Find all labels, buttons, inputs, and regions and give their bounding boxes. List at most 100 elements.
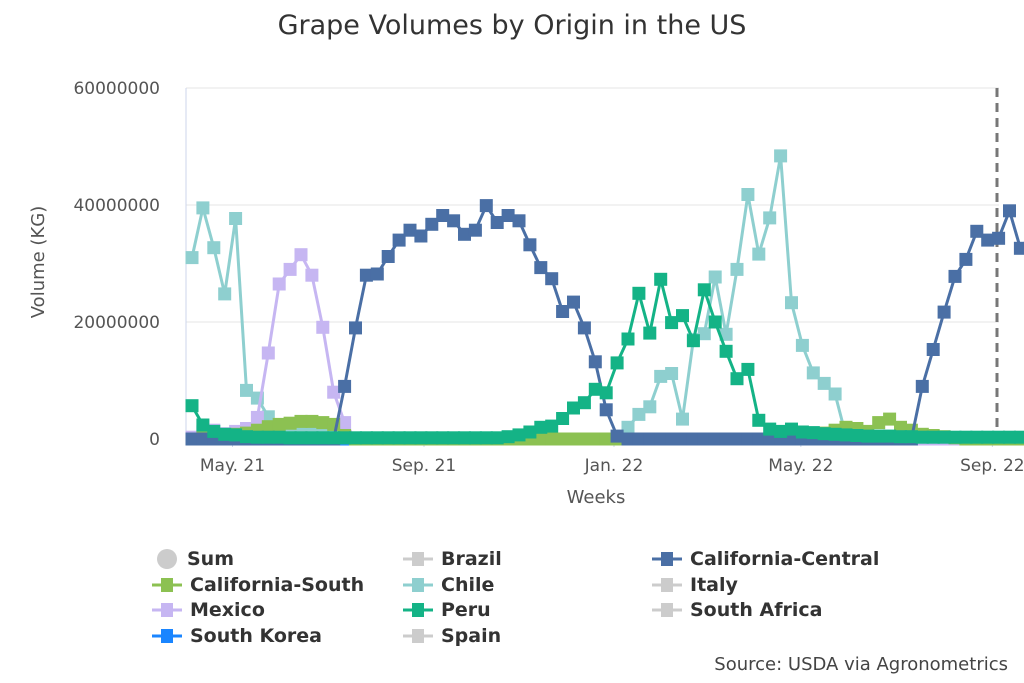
data-point-peru [316,431,330,445]
data-point-california-central [937,305,951,319]
legend-item-sum[interactable]: Sum [155,547,234,571]
legend-item-chile[interactable]: Chile [403,573,494,597]
data-point-peru [534,420,548,434]
data-point-california-central [752,432,766,446]
data-point-california-central [490,216,504,229]
data-point-peru [806,426,820,440]
series-peru [185,272,1024,445]
legend-item-california-central[interactable]: California-Central [652,547,879,571]
data-point-peru [665,316,679,330]
data-point-peru [719,344,733,358]
legend-label-brazil: Brazil [441,548,502,570]
data-point-california-south [261,420,275,434]
legend-symbol-california-south-icon [152,578,182,592]
data-point-peru [403,431,417,445]
data-point-peru [327,431,341,445]
data-point-peru [817,427,831,441]
data-point-peru [894,430,907,444]
legend-item-spain[interactable]: Spain [403,624,501,648]
data-point-california-central [381,250,395,263]
data-point-chile [817,376,831,390]
data-point-california-central [763,432,777,446]
data-point-chile [795,338,809,352]
legend-item-south-korea[interactable]: South Korea [152,624,322,648]
data-point-california-central [741,432,755,446]
chart-title: Grape Volumes by Origin in the US [277,10,747,41]
legend-symbol-chile-icon [403,578,433,592]
data-point-peru [839,428,853,442]
data-point-california-central [468,223,482,237]
data-point-peru [305,431,319,445]
data-point-california-central [534,261,548,275]
data-point-california-south [534,432,548,446]
x-tick-label: Sep. 22 [960,456,1024,476]
data-point-chile [621,420,635,434]
data-point-chile [806,366,820,380]
data-point-california-south [577,432,591,446]
data-point-chile [207,241,221,255]
legend-label-italy: Italy [690,574,738,596]
data-point-peru [218,427,232,441]
data-point-california-central [981,233,995,247]
data-point-chile [828,387,842,401]
data-point-chile [185,251,199,265]
data-point-california-central [523,238,537,252]
data-point-peru [861,429,875,443]
data-point-peru [436,431,450,445]
x-axis-label: Weeks [567,487,626,508]
data-point-california-central [926,343,940,356]
x-tick-label: May. 22 [768,456,833,476]
data-point-peru [763,422,777,436]
data-point-peru [196,418,210,432]
legend-label-south-korea: South Korea [190,625,323,647]
data-point-mexico [305,268,319,282]
data-point-california-central [959,252,973,266]
data-point-chile [632,407,646,421]
legend-item-mexico[interactable]: Mexico [152,598,265,622]
data-point-california-central [1003,204,1016,218]
data-point-chile [752,247,766,261]
data-point-california-central [567,295,580,309]
source-credit: Source: USDA via Agronometrics [714,654,1008,675]
data-point-peru [850,429,864,442]
y-tick-label: 40000000 [73,196,160,216]
legend-item-south-africa[interactable]: South Africa [652,598,822,622]
data-point-peru [468,431,482,445]
data-point-california-central [185,432,199,446]
data-point-peru [1013,430,1024,444]
data-point-peru [1003,430,1016,444]
data-point-california-central [915,379,929,393]
data-point-peru [447,431,461,445]
data-point-peru [883,429,897,443]
legend-item-brazil[interactable]: Brazil [403,547,502,571]
data-point-mexico [250,410,264,424]
x-tick-label: Sep. 21 [392,456,456,476]
data-point-peru [937,430,951,444]
data-point-chile [708,270,722,284]
legend-symbol-italy-icon [652,578,682,592]
data-point-california-central [425,217,439,231]
x-tick-label: Jan. 22 [584,456,644,476]
legend-item-california-south[interactable]: California-South [152,573,364,597]
data-point-mexico [261,346,275,360]
data-point-california-central [403,223,417,237]
data-point-california-central [370,267,384,281]
data-point-california-central [436,209,450,222]
data-point-california-central [196,432,210,446]
data-point-california-central [654,432,668,446]
legend-symbol-sum-icon [157,549,177,569]
data-point-california-central [676,432,689,446]
data-point-peru [349,431,362,445]
data-point-california-central [719,432,733,446]
data-point-california-central [392,233,406,247]
data-point-peru [828,427,842,441]
data-point-peru [567,401,580,415]
data-point-chile [676,412,689,426]
legend-item-italy[interactable]: Italy [652,573,738,597]
legend-label-california-central: California-Central [690,548,880,570]
data-point-peru [294,431,308,445]
legend-item-peru[interactable]: Peru [403,598,491,622]
data-point-chile [654,369,668,383]
data-point-california-south [316,416,330,430]
data-point-peru [207,424,221,438]
